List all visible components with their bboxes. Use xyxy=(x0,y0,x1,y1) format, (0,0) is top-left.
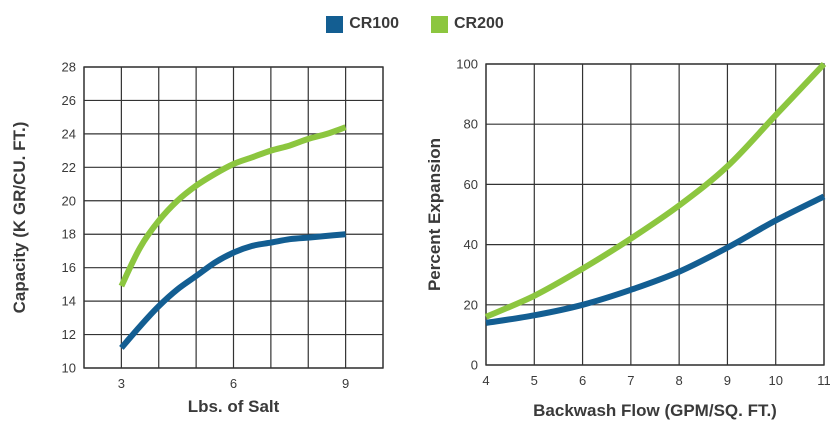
expansion-chart-ytick-label: 60 xyxy=(464,177,478,192)
capacity-chart-xtick-label: 3 xyxy=(118,376,125,391)
expansion-chart-xtick-label: 4 xyxy=(482,373,489,388)
capacity-chart-ytick-label: 22 xyxy=(62,160,76,175)
capacity-chart-y-axis-title: Capacity (K GR/CU. FT.) xyxy=(10,122,29,314)
capacity-chart-xtick-label: 6 xyxy=(230,376,237,391)
capacity-chart-ytick-label: 12 xyxy=(62,327,76,342)
expansion-chart-ytick-label: 40 xyxy=(464,237,478,252)
expansion-chart-xtick-label: 10 xyxy=(768,373,782,388)
capacity-chart-ytick-label: 24 xyxy=(62,126,76,141)
capacity-chart-ytick-label: 14 xyxy=(62,294,76,309)
expansion-chart-ytick-label: 80 xyxy=(464,117,478,132)
expansion-chart-ytick-label: 0 xyxy=(471,358,478,373)
expansion-chart-ytick-label: 20 xyxy=(464,297,478,312)
expansion-chart-y-axis-title: Percent Expansion xyxy=(425,138,444,291)
capacity-chart-ytick-label: 28 xyxy=(62,60,76,75)
capacity-chart-xtick-label: 9 xyxy=(342,376,349,391)
expansion-chart: 0 20 40 60 80 100 4 5 6 7 8 9 10 11 Backwash Flow (GPM… xyxy=(425,57,830,421)
capacity-chart: 10 12 14 16 18 20 22 24 26 28 3 6 9 Lbs. of Salt Capac… xyxy=(10,60,383,417)
expansion-chart-xtick-label: 7 xyxy=(627,373,634,388)
expansion-chart-series-cr100 xyxy=(486,196,824,323)
expansion-chart-xtick-label: 8 xyxy=(676,373,683,388)
capacity-chart-ytick-label: 20 xyxy=(62,193,76,208)
capacity-chart-ytick-label: 10 xyxy=(62,361,76,376)
expansion-chart-xtick-label: 5 xyxy=(531,373,538,388)
expansion-chart-xtick-label: 11 xyxy=(817,373,830,388)
expansion-chart-ytick-label: 100 xyxy=(456,57,478,72)
expansion-chart-xtick-label: 9 xyxy=(724,373,731,388)
capacity-chart-ytick-label: 16 xyxy=(62,260,76,275)
capacity-chart-ytick-label: 18 xyxy=(62,227,76,242)
expansion-chart-plot-frame xyxy=(486,64,824,365)
expansion-chart-x-axis-title: Backwash Flow (GPM/SQ. FT.) xyxy=(533,401,777,420)
capacity-chart-ytick-label: 26 xyxy=(62,93,76,108)
expansion-chart-xtick-label: 6 xyxy=(579,373,586,388)
capacity-chart-x-axis-title: Lbs. of Salt xyxy=(188,397,280,416)
